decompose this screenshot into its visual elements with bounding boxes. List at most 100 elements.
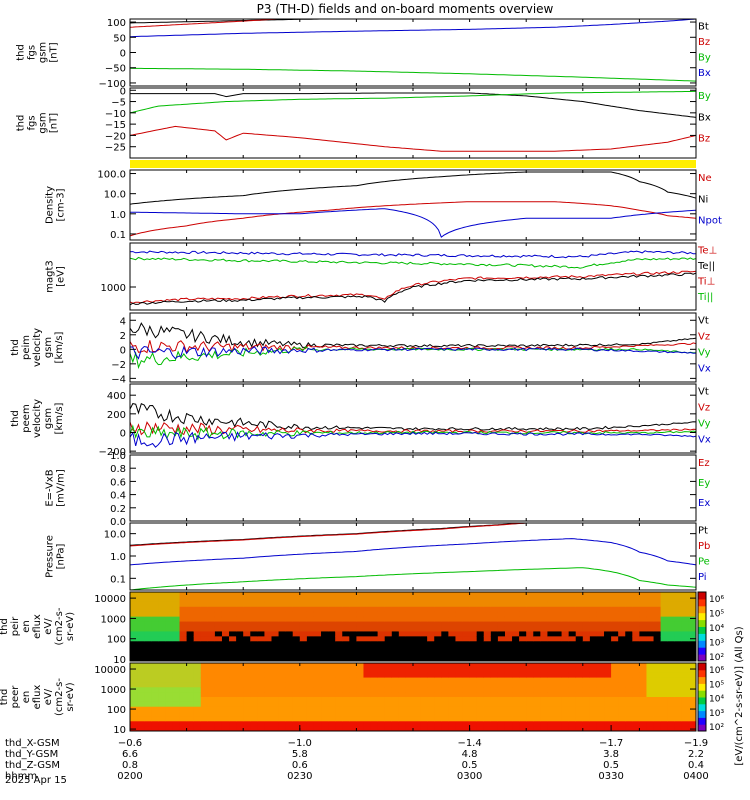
series-pb	[130, 523, 527, 547]
legend-bt: Bt	[698, 21, 709, 32]
y-tick-label: −4	[111, 374, 126, 385]
y-axis-label: Pressure [nPa]	[45, 535, 67, 578]
svg-text:[km/s]: [km/s]	[54, 402, 65, 434]
y-axis-label: thd peer en eflux eV/(cm2-s-sr-eV)	[0, 678, 76, 716]
legend-by: By	[698, 91, 711, 102]
panel-frame	[129, 169, 697, 241]
legend-pi: Pi	[698, 572, 707, 583]
svg-text:peem: peem	[21, 404, 32, 432]
y-tick-label: −50	[105, 64, 126, 75]
y-tick-label: 0.0	[110, 517, 126, 528]
x-axis-row-label: thd_X-GSM	[5, 738, 60, 749]
legend-bz: Bz	[698, 134, 710, 145]
y-tick-label: 10	[113, 725, 126, 736]
series-bz	[130, 125, 696, 152]
x-axis-row-value: 5.8	[292, 749, 308, 760]
legend-bz: Bz	[698, 37, 710, 48]
legend-vy: Vy	[698, 348, 711, 359]
spectrogram	[130, 592, 696, 661]
legend-ey: Ey	[698, 478, 710, 489]
svg-text:gsm: gsm	[43, 408, 54, 429]
y-tick-label: −20	[105, 131, 126, 142]
panel-4: 1000 magt3 [eV] Te⊥ Te|| Ti⊥ Ti||	[45, 242, 717, 311]
panel-frame	[129, 383, 697, 454]
svg-text:[nT]: [nT]	[49, 113, 60, 133]
x-axis-row-value: 0330	[598, 771, 623, 782]
x-tick-label: −1.7	[599, 738, 623, 749]
legend-vz: Vz	[698, 402, 710, 413]
series-te	[130, 270, 696, 304]
svg-text:10³: 10³	[709, 638, 724, 648]
svg-text:thd: thd	[10, 339, 21, 356]
colorbar: 10⁶ 10⁵ 10⁴ 10³ 10²	[697, 662, 724, 733]
x-axis-row-value: 4.8	[462, 749, 478, 760]
x-tick-label: −0.6	[118, 738, 142, 749]
svg-text:peim: peim	[21, 335, 32, 360]
panel-10: 10000 1000 100 10 thd peer en eflux eV/(cm2-s-sr…	[0, 662, 724, 736]
legend-ex: Ex	[698, 498, 710, 509]
panel-7: 1.0 0.8 0.6 0.4 0.2 0.0 E=-VxB [mV/m] Ez Ey Ex	[45, 451, 711, 528]
svg-text:gsm: gsm	[43, 337, 54, 358]
panel-3: 100.0 10.0 1.0 0.1 Density [cm-3] Ne Ni Npot	[45, 169, 722, 241]
legend-bx: Bx	[698, 68, 711, 79]
series-vy	[130, 346, 696, 370]
legend-vt: Vt	[698, 386, 709, 397]
colorbar: 10⁶ 10⁵ 10⁴ 10³ 10²	[697, 591, 724, 663]
x-axis-row-value: 0.5	[603, 760, 619, 771]
x-axis-row-value: 0300	[457, 771, 482, 782]
svg-text:sr-eV): sr-eV)	[65, 682, 76, 711]
svg-text:thd: thd	[16, 115, 27, 132]
y-axis-label: Density [cm-3]	[45, 186, 67, 224]
x-axis-row-value: 0.8	[122, 760, 138, 771]
svg-text:eflux: eflux	[32, 614, 43, 639]
svg-text:(cm2-s-: (cm2-s-	[54, 678, 65, 716]
y-axis-label: E=-VxB [mV/m]	[45, 469, 67, 507]
series-pi	[130, 538, 696, 566]
svg-text:thd: thd	[16, 44, 27, 61]
svg-text:10⁵: 10⁵	[709, 609, 724, 619]
y-tick-label: −5	[111, 98, 126, 109]
figure-title: P3 (TH-D) fields and on-board moments ov…	[257, 2, 554, 16]
series-ni	[130, 171, 696, 205]
svg-text:[mV/m]: [mV/m]	[56, 469, 67, 507]
y-tick-label: −200	[99, 447, 126, 458]
legend-ni: Ni	[698, 194, 708, 205]
svg-text:en: en	[21, 620, 32, 633]
svg-text:velocity: velocity	[32, 399, 43, 438]
series-bx	[130, 19, 696, 38]
legend-bx: Bx	[698, 112, 711, 123]
series-ti	[130, 256, 696, 269]
x-tick-label: −1.0	[288, 738, 312, 749]
y-tick-label: −2	[111, 360, 126, 371]
svg-text:Pressure: Pressure	[45, 535, 56, 578]
y-tick-label: 0.8	[110, 464, 126, 475]
series-pe	[130, 567, 696, 590]
x-tick-label: −1.9	[684, 738, 708, 749]
svg-text:thd: thd	[10, 410, 21, 427]
svg-text:E=-VxB: E=-VxB	[45, 469, 56, 506]
panel-frame	[129, 454, 697, 522]
y-tick-label: 10.0	[104, 190, 126, 201]
svg-text:10⁶: 10⁶	[709, 595, 724, 605]
svg-text:eV/: eV/	[43, 688, 54, 705]
svg-text:[eV]: [eV]	[56, 266, 67, 287]
x-axis-row-label: hhmm	[5, 771, 37, 782]
y-tick-label: −25	[105, 143, 126, 154]
y-tick-label: 0.4	[110, 491, 126, 502]
y-tick-label: 100	[107, 705, 126, 716]
svg-text:10²: 10²	[709, 653, 724, 663]
legend-vx: Vx	[698, 435, 711, 446]
svg-text:10³: 10³	[709, 709, 724, 719]
svg-text:magt3: magt3	[45, 260, 56, 293]
svg-text:10⁴: 10⁴	[709, 695, 724, 705]
legend-vx: Vx	[698, 364, 711, 375]
x-axis-row-label: thd_Y-GSM	[5, 749, 58, 760]
y-axis-label: magt3 [eV]	[45, 260, 67, 293]
svg-text:[cm-3]: [cm-3]	[56, 188, 67, 221]
x-axis-row-value: 3.8	[603, 749, 619, 760]
x-axis-row-value: 0230	[287, 771, 312, 782]
y-tick-label: 1.0	[110, 210, 126, 221]
